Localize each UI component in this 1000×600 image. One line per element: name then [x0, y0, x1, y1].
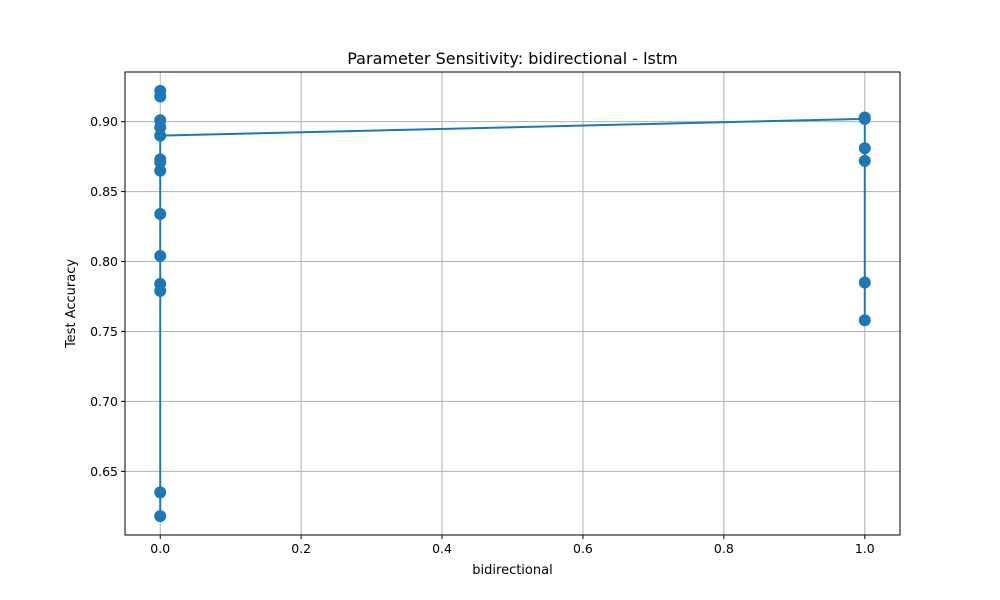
data-point [154, 153, 167, 166]
y-axis-label: Test Accuracy [64, 259, 79, 349]
series-test-accuracy [154, 84, 871, 523]
y-tick-label: 0.85 [90, 184, 118, 199]
data-point [858, 142, 871, 155]
data-point [154, 207, 167, 220]
data-point [154, 249, 167, 262]
y-tick-label: 0.75 [90, 324, 118, 339]
data-point [154, 277, 167, 290]
chart-title: Parameter Sensitivity: bidirectional - l… [347, 49, 678, 68]
data-point [858, 314, 871, 327]
x-tick-label: 0.0 [150, 541, 170, 556]
plot-frame [124, 71, 901, 536]
x-tick-label: 0.8 [714, 541, 734, 556]
y-tick-label: 0.65 [90, 464, 118, 479]
x-axis-label: bidirectional [472, 563, 552, 578]
series-line [159, 117, 866, 518]
y-tick-label: 0.90 [90, 114, 118, 129]
data-point [858, 154, 871, 167]
x-tick-label: 0.4 [432, 541, 452, 556]
data-point [154, 84, 167, 97]
grid [125, 72, 900, 535]
data-point [154, 486, 167, 499]
data-point [154, 164, 167, 177]
y-tick-label: 0.70 [90, 394, 118, 409]
data-point [858, 111, 871, 124]
data-point [154, 510, 167, 523]
y-tick-label: 0.80 [90, 254, 118, 269]
y-axis-ticks: 0.65 0.70 0.75 0.80 0.85 0.90 [90, 114, 125, 479]
x-tick-label: 0.6 [573, 541, 593, 556]
x-axis-ticks: 0.0 0.2 0.4 0.6 0.8 1.0 [150, 535, 875, 556]
data-point [858, 276, 871, 289]
x-tick-label: 1.0 [855, 541, 875, 556]
data-point [154, 129, 167, 142]
data-point [154, 114, 167, 127]
x-tick-label: 0.2 [291, 541, 311, 556]
